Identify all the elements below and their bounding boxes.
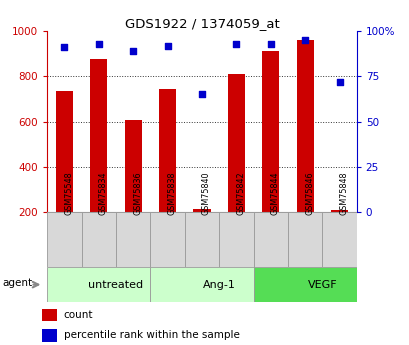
Title: GDS1922 / 1374059_at: GDS1922 / 1374059_at xyxy=(124,17,279,30)
Bar xyxy=(321,212,356,267)
Text: GSM75836: GSM75836 xyxy=(133,171,142,215)
Point xyxy=(164,43,171,48)
Text: GSM75548: GSM75548 xyxy=(64,171,73,215)
Bar xyxy=(253,212,287,267)
Bar xyxy=(159,89,176,212)
Bar xyxy=(56,91,73,212)
Bar xyxy=(261,51,279,212)
Point xyxy=(232,41,239,47)
Point xyxy=(95,41,102,47)
Bar xyxy=(47,267,150,302)
Bar xyxy=(42,329,57,342)
Bar xyxy=(218,212,253,267)
Bar xyxy=(150,267,253,302)
Text: agent: agent xyxy=(2,278,32,288)
Point xyxy=(198,92,204,97)
Bar xyxy=(193,209,210,212)
Bar xyxy=(81,212,116,267)
Point xyxy=(61,45,67,50)
Bar xyxy=(287,212,321,267)
Bar xyxy=(116,212,150,267)
Text: GSM75838: GSM75838 xyxy=(167,171,176,215)
Text: GSM75848: GSM75848 xyxy=(339,171,348,215)
Bar xyxy=(47,212,81,267)
Bar xyxy=(124,120,142,212)
Point xyxy=(267,41,273,47)
Text: Ang-1: Ang-1 xyxy=(202,280,235,289)
Text: GSM75840: GSM75840 xyxy=(201,171,210,215)
Bar xyxy=(330,210,347,212)
Bar xyxy=(227,74,244,212)
Text: untreated: untreated xyxy=(88,280,143,289)
Text: count: count xyxy=(63,310,93,320)
Bar xyxy=(253,267,356,302)
Point xyxy=(301,37,308,43)
Bar xyxy=(184,212,218,267)
Text: VEGF: VEGF xyxy=(307,280,336,289)
Bar xyxy=(296,40,313,212)
Text: GSM75846: GSM75846 xyxy=(304,171,313,215)
Text: GSM75844: GSM75844 xyxy=(270,171,279,215)
Text: GSM75834: GSM75834 xyxy=(99,171,108,215)
Text: percentile rank within the sample: percentile rank within the sample xyxy=(63,331,239,341)
Bar xyxy=(150,212,184,267)
Point xyxy=(130,48,136,54)
Bar xyxy=(42,308,57,321)
Point xyxy=(335,79,342,85)
Bar xyxy=(90,59,107,212)
Text: GSM75842: GSM75842 xyxy=(236,171,245,215)
